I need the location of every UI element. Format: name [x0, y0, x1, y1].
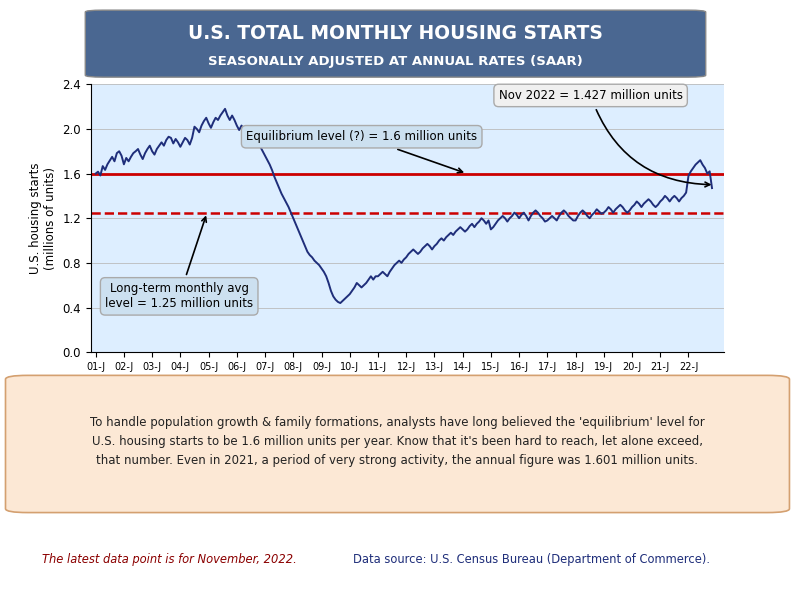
Text: The latest data point is for November, 2022.: The latest data point is for November, 2…: [43, 553, 297, 566]
Text: Equilibrium level (?) = 1.6 million units: Equilibrium level (?) = 1.6 million unit…: [246, 130, 477, 173]
X-axis label: Year and month: Year and month: [348, 379, 467, 392]
FancyBboxPatch shape: [85, 10, 706, 77]
Text: Long-term monthly avg
level = 1.25 million units: Long-term monthly avg level = 1.25 milli…: [105, 217, 253, 311]
FancyBboxPatch shape: [6, 376, 789, 512]
Text: To handle population growth & family formations, analysts have long believed the: To handle population growth & family for…: [90, 416, 705, 467]
Text: U.S. TOTAL MONTHLY HOUSING STARTS: U.S. TOTAL MONTHLY HOUSING STARTS: [188, 24, 603, 43]
Y-axis label: U.S. housing starts
(millions of units): U.S. housing starts (millions of units): [29, 163, 57, 274]
Text: Data source: U.S. Census Bureau (Department of Commerce).: Data source: U.S. Census Bureau (Departm…: [353, 553, 710, 566]
Text: Nov 2022 = 1.427 million units: Nov 2022 = 1.427 million units: [498, 89, 710, 187]
Text: SEASONALLY ADJUSTED AT ANNUAL RATES (SAAR): SEASONALLY ADJUSTED AT ANNUAL RATES (SAA…: [208, 55, 583, 68]
